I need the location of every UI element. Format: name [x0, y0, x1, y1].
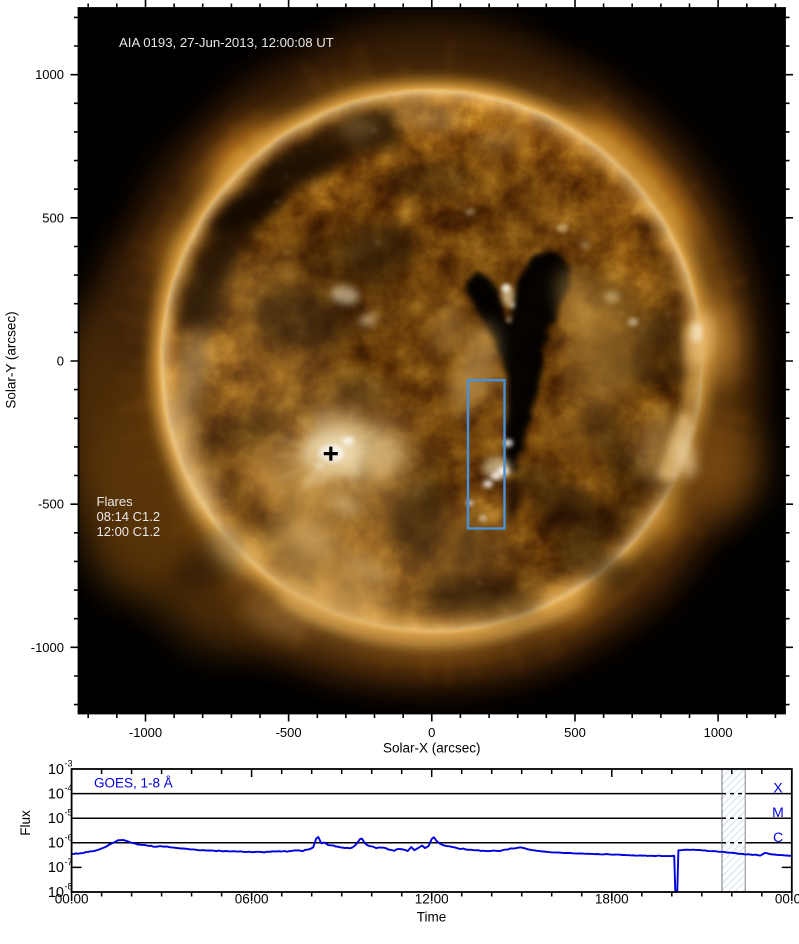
- svg-text:AIA 0193, 27-Jun-2013, 12:00:0: AIA 0193, 27-Jun-2013, 12:00:08 UT: [119, 35, 334, 50]
- svg-text:Flares: Flares: [97, 494, 134, 509]
- svg-text:00:00: 00:00: [775, 892, 799, 907]
- svg-text:500: 500: [42, 210, 64, 225]
- svg-text:Solar-Y (arcsec): Solar-Y (arcsec): [4, 311, 19, 408]
- svg-text:00:00: 00:00: [55, 892, 89, 907]
- svg-text:Solar-X (arcsec): Solar-X (arcsec): [383, 741, 481, 756]
- svg-text:1000: 1000: [704, 725, 733, 740]
- svg-text:-6: -6: [65, 832, 73, 842]
- svg-text:-3: -3: [65, 759, 73, 769]
- svg-text:10: 10: [48, 762, 64, 778]
- svg-text:GOES, 1-8 Å: GOES, 1-8 Å: [94, 776, 173, 791]
- svg-text:-1000: -1000: [129, 725, 162, 740]
- svg-text:-7: -7: [65, 857, 73, 867]
- svg-text:10: 10: [48, 786, 64, 802]
- svg-text:10: 10: [48, 885, 64, 901]
- svg-text:-500: -500: [276, 725, 302, 740]
- svg-text:1000: 1000: [35, 67, 64, 82]
- svg-text:-1000: -1000: [31, 640, 64, 655]
- svg-text:Time: Time: [417, 910, 447, 925]
- svg-text:08:14 C1.2: 08:14 C1.2: [97, 509, 161, 524]
- svg-text:12:00 C1.2: 12:00 C1.2: [97, 524, 161, 539]
- svg-text:0: 0: [428, 725, 435, 740]
- svg-text:-8: -8: [65, 882, 73, 892]
- svg-text:0: 0: [57, 354, 64, 369]
- svg-text:-500: -500: [38, 497, 64, 512]
- svg-text:500: 500: [564, 725, 586, 740]
- svg-text:-4: -4: [65, 783, 73, 793]
- svg-text:12:00: 12:00: [415, 892, 449, 907]
- svg-text:10: 10: [48, 811, 64, 827]
- svg-text:18:00: 18:00: [595, 892, 629, 907]
- svg-text:06:00: 06:00: [235, 892, 269, 907]
- svg-text:C: C: [773, 829, 783, 845]
- svg-text:-5: -5: [65, 808, 73, 818]
- svg-text:Flux: Flux: [18, 810, 33, 836]
- svg-text:X: X: [773, 780, 783, 796]
- svg-text:10: 10: [48, 836, 64, 852]
- svg-text:10: 10: [48, 860, 64, 876]
- svg-text:M: M: [772, 804, 784, 820]
